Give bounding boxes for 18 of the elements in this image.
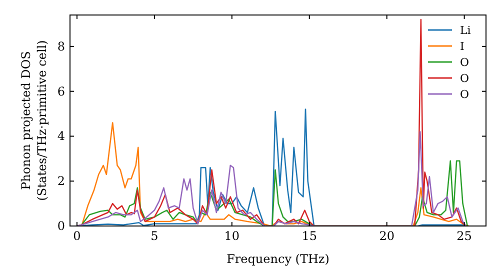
y-tick-label: 2 bbox=[57, 174, 65, 188]
legend-label: O bbox=[460, 56, 470, 69]
y-tick-label: 6 bbox=[57, 84, 65, 98]
x-tick-label: 10 bbox=[224, 229, 240, 243]
y-tick-label: 4 bbox=[57, 129, 66, 144]
y-tick-label: 0 bbox=[57, 219, 65, 233]
legend-label: O bbox=[460, 72, 470, 85]
x-tick-label: 25 bbox=[456, 229, 472, 243]
legend-label: O bbox=[460, 88, 470, 101]
y-tick-label: 8 bbox=[57, 39, 65, 54]
x-tick-label: 20 bbox=[379, 229, 394, 243]
legend-label: I bbox=[460, 40, 464, 53]
y-axis-title: Phonon projected DOS (States/THz·primitive cell) bbox=[19, 40, 49, 201]
x-tick-label: 15 bbox=[302, 229, 318, 243]
x-tick-label: 5 bbox=[150, 229, 158, 243]
x-tick-label: 0 bbox=[73, 229, 81, 243]
x-axis-title: Frequency (THz) bbox=[226, 252, 330, 266]
legend-label: Li bbox=[460, 24, 472, 37]
